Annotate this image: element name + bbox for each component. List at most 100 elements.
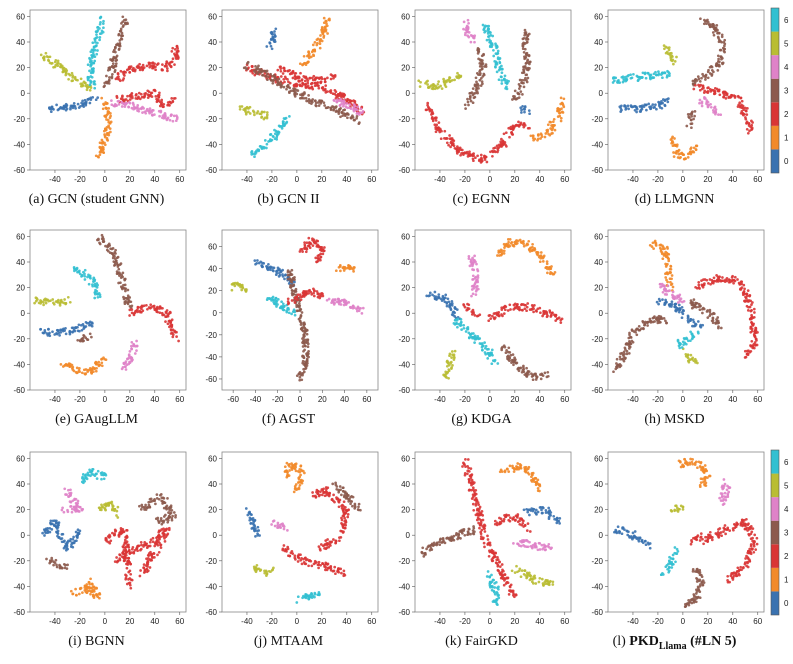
point-class-4 [172,114,176,118]
y-tick-label: -20 [398,335,410,344]
x-tick-label: 60 [560,395,569,404]
point-class-2 [538,306,542,310]
point-class-1 [679,152,683,155]
point-class-3 [525,80,529,84]
point-class-2 [473,314,477,317]
point-class-2 [319,80,323,84]
point-class-5 [687,360,691,364]
point-class-1 [305,61,309,65]
point-class-6 [487,38,491,41]
y-tick-label: -60 [205,375,217,384]
point-class-2 [154,95,158,98]
point-class-3 [478,68,482,72]
point-class-2 [697,283,701,287]
point-class-1 [97,592,101,596]
point-class-1 [538,260,542,264]
point-class-2 [156,553,159,557]
point-class-0 [266,266,269,269]
point-class-5 [448,76,452,80]
point-class-4 [125,363,129,367]
point-class-2 [434,119,438,122]
point-class-2 [698,287,701,290]
point-class-4 [360,312,364,315]
point-class-4 [471,268,474,271]
point-class-2 [160,98,164,102]
point-class-2 [317,84,320,88]
point-class-3 [635,333,639,337]
point-class-6 [629,73,632,77]
point-class-1 [94,369,98,373]
point-class-5 [426,83,429,86]
point-class-2 [171,46,175,50]
x-tick-label: 40 [535,395,544,404]
point-class-3 [169,511,173,515]
point-class-2 [750,126,754,130]
y-tick-label: 40 [401,258,410,267]
point-class-3 [299,323,303,326]
point-class-0 [638,105,642,108]
point-class-2 [753,330,757,334]
point-class-1 [686,156,690,159]
point-class-4 [344,303,348,306]
point-class-0 [445,302,449,305]
point-class-3 [324,106,328,110]
point-class-1 [90,368,94,372]
point-class-5 [244,106,248,110]
y-tick-label: 20 [16,64,25,73]
point-class-2 [501,314,504,318]
point-class-1 [500,251,504,255]
point-class-1 [107,107,111,110]
point-class-3 [346,112,349,116]
point-class-0 [633,108,637,112]
x-tick-label: -40 [434,175,446,184]
point-class-2 [171,333,175,336]
point-class-0 [84,320,88,324]
point-class-0 [667,97,670,100]
point-class-3 [707,23,711,27]
point-class-2 [749,326,753,329]
point-class-2 [290,299,294,302]
x-tick-label: -20 [459,395,471,404]
point-class-2 [145,303,148,307]
point-class-1 [339,269,342,273]
point-class-0 [56,523,60,527]
point-class-3 [662,317,666,320]
point-class-3 [720,57,723,61]
point-class-1 [669,271,673,274]
y-tick-label: -60 [591,386,603,395]
point-class-2 [163,540,167,543]
point-class-1 [669,267,673,271]
point-class-3 [479,59,483,62]
y-tick-label: 60 [16,454,25,463]
point-class-0 [437,295,441,299]
point-class-4 [474,286,478,289]
point-class-1 [109,112,112,115]
point-class-0 [663,99,667,103]
point-class-6 [455,318,459,322]
point-class-3 [307,94,310,97]
point-class-3 [98,242,102,246]
y-tick-label: 0 [21,531,26,540]
caption-text: (a) GCN (student GNN) [28,192,165,207]
point-class-4 [131,358,134,362]
point-class-1 [72,369,76,373]
point-class-3 [512,360,515,364]
point-class-0 [68,330,72,334]
point-class-1 [91,585,95,589]
point-class-4 [361,306,365,310]
point-class-3 [285,87,288,91]
point-class-3 [722,49,726,53]
y-tick-label: -20 [13,557,25,566]
point-class-2 [303,291,307,295]
point-class-3 [716,35,720,39]
point-class-6 [490,348,494,352]
point-class-4 [352,103,356,106]
point-class-0 [450,313,454,316]
point-class-6 [500,79,504,82]
point-class-2 [162,313,166,317]
point-class-5 [453,356,456,360]
point-class-4 [325,298,329,302]
point-class-5 [453,78,456,82]
point-class-3 [508,356,512,360]
